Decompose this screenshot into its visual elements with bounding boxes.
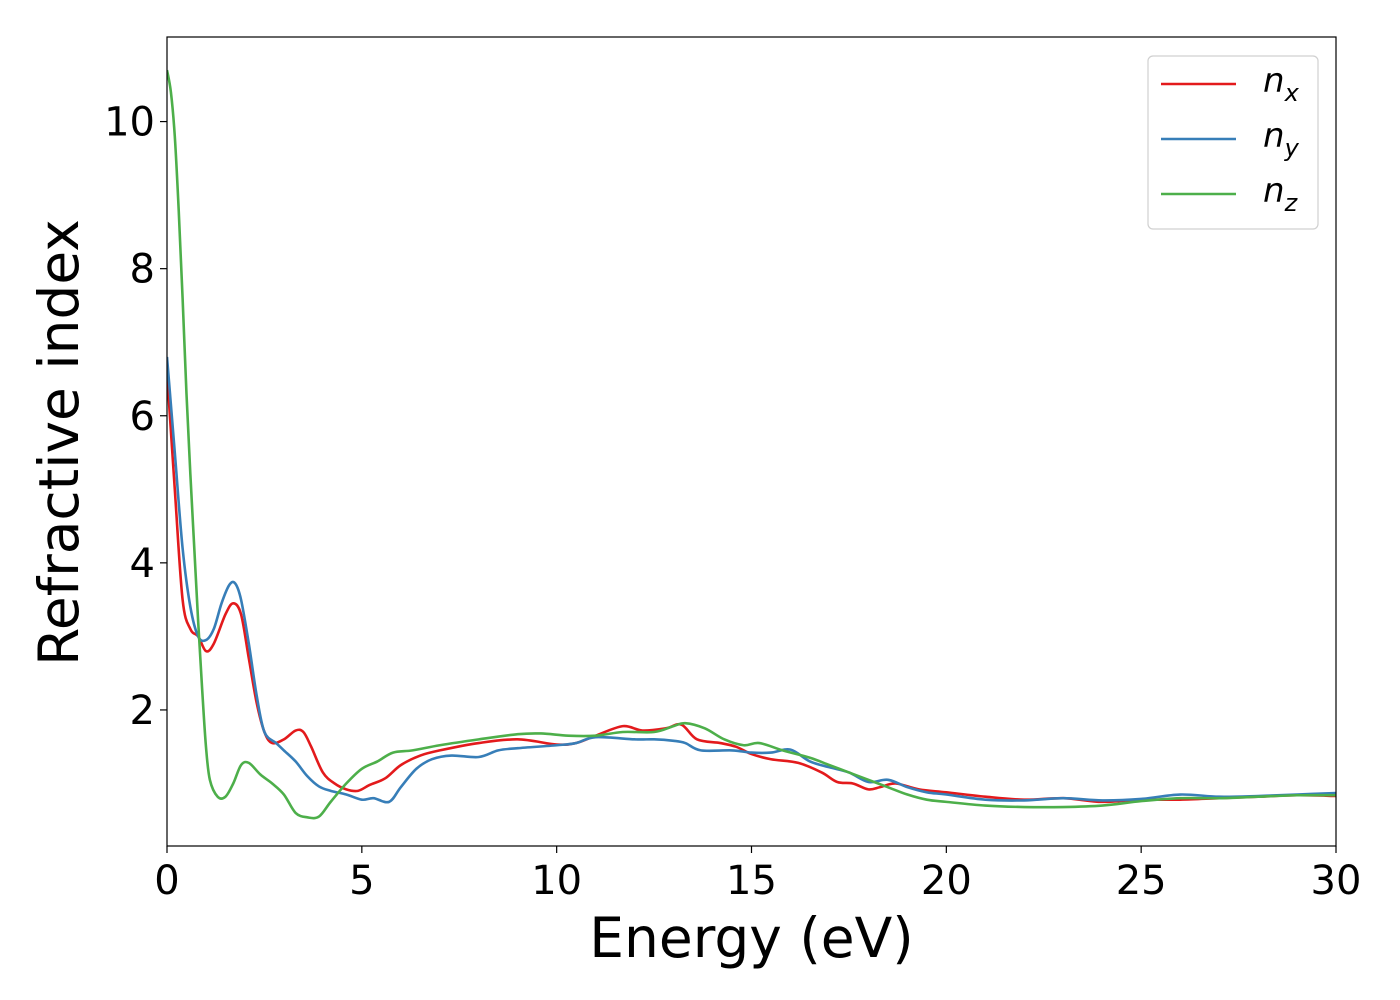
series-layer [167, 69, 1336, 820]
x-tick-label: 30 [1311, 858, 1362, 904]
y-axis-title: Refractive index [27, 219, 91, 666]
series-line-y [167, 356, 1336, 804]
ticks-layer: 0 5 10 15 20 25 30 2 4 6 8 10 [104, 100, 1361, 904]
y-tick-label: 8 [130, 247, 155, 293]
series-line-x [167, 371, 1336, 804]
legend-label-y: ny [1263, 116, 1300, 162]
x-tick-label: 25 [1116, 858, 1167, 904]
x-tick-label: 5 [349, 858, 374, 904]
legend-label-x: nx [1263, 61, 1300, 107]
legend: nx ny nz [1147, 55, 1319, 230]
x-tick-label: 15 [726, 858, 777, 904]
legend-box [1147, 55, 1319, 230]
x-tick-label: 20 [921, 858, 972, 904]
x-axis-title: Energy (eV) [589, 906, 913, 970]
y-tick-label: 2 [130, 688, 155, 734]
x-tick-label: 10 [531, 858, 582, 904]
x-tick-label: 0 [154, 858, 179, 904]
y-tick-label: 6 [130, 394, 155, 440]
y-tick-label: 4 [130, 541, 155, 587]
legend-label-z: nz [1263, 171, 1299, 217]
y-tick-label: 10 [104, 100, 155, 146]
series-line-z [167, 69, 1336, 820]
